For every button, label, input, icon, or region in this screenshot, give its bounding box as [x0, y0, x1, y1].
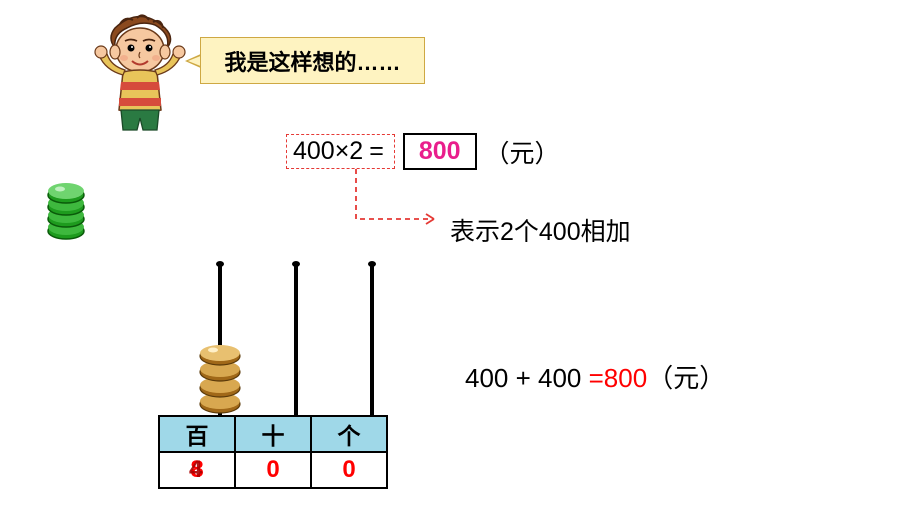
abacus-beads-hundreds	[200, 345, 240, 413]
place-value-tens: 0	[235, 452, 311, 488]
boy-cartoon	[85, 10, 195, 135]
addition-equation: 400 + 400 =800（元）	[465, 358, 725, 395]
equation-lhs: 400×2	[293, 137, 363, 166]
green-disc-stack	[44, 183, 88, 241]
equation-row: 400×2 = 800 （元）	[286, 133, 560, 170]
place-label-ones: 个	[311, 416, 387, 452]
place-value-hundreds: 8 4	[159, 452, 235, 488]
equation-answer-box: 800	[403, 133, 477, 170]
explain-text: 表示2个400相加	[450, 212, 631, 248]
equation-dashed-box: 400×2 =	[286, 134, 395, 169]
equation-unit: （元）	[485, 134, 560, 170]
place-label-tens: 十	[235, 416, 311, 452]
equation-answer: 800	[419, 137, 461, 165]
equation-equals: =	[369, 137, 384, 166]
abacus	[180, 256, 420, 421]
place-value-table: 百 十 个 8 4 0 0	[158, 415, 388, 489]
table-value-row: 8 4 0 0	[159, 452, 387, 488]
place-label-hundreds: 百	[159, 416, 235, 452]
table-header-row: 百 十 个	[159, 416, 387, 452]
speech-bubble: 我是这样想的……	[200, 37, 425, 84]
place-value-ones: 0	[311, 452, 387, 488]
addition-result: =800	[589, 363, 648, 393]
addition-expr: 400 + 400	[465, 363, 589, 393]
addition-unit: （元）	[647, 363, 725, 393]
explain-arrow	[352, 167, 442, 227]
speech-text: 我是这样想的……	[224, 45, 400, 77]
